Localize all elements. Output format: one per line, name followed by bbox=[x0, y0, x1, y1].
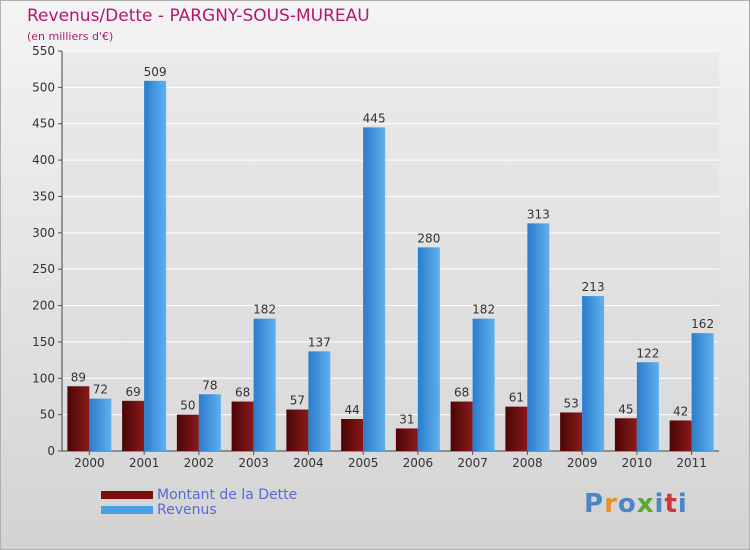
y-tick-label: 100 bbox=[32, 371, 55, 385]
bar-debt bbox=[231, 401, 254, 451]
bar-debt bbox=[395, 428, 418, 451]
legend-label-revenue: Revenus bbox=[157, 501, 217, 518]
x-tick-label: 2010 bbox=[622, 456, 653, 470]
legend-swatch-debt bbox=[101, 490, 153, 499]
data-label-revenue: 182 bbox=[472, 303, 495, 317]
legend-label-debt: Montant de la Dette bbox=[157, 486, 298, 503]
data-label-revenue: 137 bbox=[308, 335, 331, 349]
bar-debt bbox=[505, 406, 528, 451]
bar-debt bbox=[341, 419, 364, 451]
x-tick-label: 2003 bbox=[238, 456, 269, 470]
data-label-revenue: 313 bbox=[527, 207, 550, 221]
data-label-revenue: 280 bbox=[417, 231, 440, 245]
chart-subtitle: (en milliers d'€) bbox=[27, 30, 114, 43]
data-label-debt: 50 bbox=[180, 399, 195, 413]
bar-debt bbox=[450, 401, 473, 451]
bar-revenue bbox=[691, 333, 714, 451]
x-tick-label: 2004 bbox=[293, 456, 324, 470]
x-tick-label: 2000 bbox=[74, 456, 105, 470]
bar-revenue bbox=[198, 394, 221, 451]
data-label-revenue: 78 bbox=[202, 378, 217, 392]
logo-letter: i bbox=[654, 489, 665, 519]
bar-debt bbox=[669, 420, 692, 451]
legend-item-revenue: Revenus bbox=[101, 501, 297, 518]
data-label-revenue: 509 bbox=[144, 65, 167, 79]
data-label-debt: 89 bbox=[71, 370, 86, 384]
bar-revenue bbox=[472, 318, 495, 451]
data-label-revenue: 445 bbox=[363, 111, 386, 125]
x-tick-label: 2002 bbox=[184, 456, 215, 470]
legend: Montant de la Dette Revenus bbox=[101, 486, 298, 518]
data-label-revenue: 162 bbox=[691, 317, 714, 331]
bar-debt bbox=[614, 418, 637, 451]
x-tick-label: 2005 bbox=[348, 456, 379, 470]
bar-debt bbox=[560, 412, 583, 451]
data-label-revenue: 72 bbox=[93, 383, 108, 397]
logo-letter: P bbox=[584, 489, 605, 519]
logo-letter: r bbox=[604, 489, 618, 519]
chart-title: Revenus/Dette - PARGNY-SOUS-MUREAU bbox=[27, 6, 370, 26]
data-label-debt: 45 bbox=[618, 402, 633, 416]
bar-revenue bbox=[308, 351, 331, 451]
bar-debt bbox=[286, 409, 309, 451]
bar-revenue bbox=[527, 223, 550, 451]
logo-letter: o bbox=[617, 489, 637, 519]
proxiti-logo: Proxiti bbox=[584, 489, 688, 519]
logo-letter: x bbox=[636, 489, 655, 519]
y-tick-label: 500 bbox=[32, 80, 55, 94]
y-tick-label: 400 bbox=[32, 153, 55, 167]
y-tick-label: 350 bbox=[32, 189, 55, 203]
bar-revenue bbox=[144, 80, 167, 452]
legend-swatch-revenue bbox=[101, 505, 153, 514]
y-tick-label: 550 bbox=[32, 44, 55, 58]
y-tick-label: 250 bbox=[32, 262, 55, 276]
y-tick-label: 150 bbox=[32, 335, 55, 349]
data-label-debt: 69 bbox=[125, 385, 140, 399]
y-tick-label: 450 bbox=[32, 117, 55, 131]
data-label-revenue: 122 bbox=[636, 346, 659, 360]
data-label-revenue: 182 bbox=[253, 303, 276, 317]
bar-revenue bbox=[253, 318, 276, 451]
bar-revenue bbox=[363, 127, 386, 451]
data-label-debt: 44 bbox=[344, 403, 359, 417]
x-tick-label: 2009 bbox=[567, 456, 598, 470]
bar-revenue bbox=[582, 296, 605, 451]
x-tick-label: 2011 bbox=[676, 456, 707, 470]
y-tick-label: 200 bbox=[32, 299, 55, 313]
data-label-debt: 31 bbox=[399, 412, 414, 426]
bar-debt bbox=[122, 400, 145, 451]
x-tick-label: 2001 bbox=[129, 456, 160, 470]
plot-area bbox=[62, 51, 719, 451]
y-tick-label: 0 bbox=[47, 444, 55, 458]
data-label-debt: 68 bbox=[454, 386, 469, 400]
data-label-debt: 53 bbox=[563, 396, 578, 410]
bar-debt bbox=[176, 414, 199, 451]
logo-letter: i bbox=[677, 489, 688, 519]
legend-item-debt: Montant de la Dette bbox=[101, 486, 298, 503]
data-label-debt: 57 bbox=[290, 394, 305, 408]
bar-revenue bbox=[89, 398, 112, 451]
data-label-debt: 61 bbox=[509, 391, 524, 405]
y-tick-label: 300 bbox=[32, 226, 55, 240]
bar-debt bbox=[67, 386, 90, 451]
logo-letter: t bbox=[664, 489, 678, 519]
data-label-revenue: 213 bbox=[582, 280, 605, 294]
bar-revenue bbox=[417, 247, 440, 451]
x-tick-label: 2006 bbox=[403, 456, 434, 470]
x-tick-label: 2007 bbox=[457, 456, 488, 470]
data-label-debt: 42 bbox=[673, 404, 688, 418]
y-tick-label: 50 bbox=[40, 408, 55, 422]
x-tick-label: 2008 bbox=[512, 456, 543, 470]
bar-revenue bbox=[636, 362, 659, 451]
data-label-debt: 68 bbox=[235, 386, 250, 400]
